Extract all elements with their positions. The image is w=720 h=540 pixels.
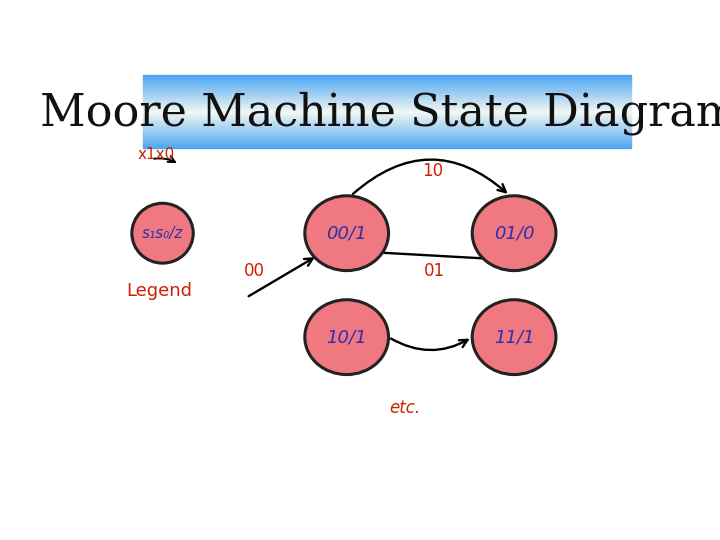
Bar — [143, 129, 631, 130]
Bar — [143, 130, 631, 131]
Bar — [143, 92, 631, 93]
Bar — [143, 139, 631, 141]
Bar — [143, 107, 631, 108]
Bar — [143, 80, 631, 81]
Bar — [143, 91, 631, 92]
Bar — [143, 126, 631, 127]
Text: s₁s₀/z: s₁s₀/z — [142, 226, 183, 241]
Bar — [143, 98, 631, 99]
Bar — [143, 109, 631, 110]
Bar — [143, 136, 631, 137]
Bar — [143, 78, 631, 79]
FancyArrowPatch shape — [370, 252, 496, 262]
Bar — [143, 115, 631, 117]
Bar — [143, 127, 631, 129]
Bar — [143, 99, 631, 100]
Bar — [143, 141, 631, 142]
Bar — [143, 110, 631, 112]
Text: 00: 00 — [244, 261, 265, 280]
Bar — [143, 117, 631, 118]
Bar — [143, 132, 631, 133]
Ellipse shape — [472, 300, 556, 375]
Text: 11/1: 11/1 — [494, 328, 534, 346]
Text: etc.: etc. — [390, 399, 420, 417]
Bar — [143, 87, 631, 89]
Bar — [143, 103, 631, 104]
Text: 10/1: 10/1 — [326, 328, 367, 346]
Bar — [143, 138, 631, 139]
Bar — [143, 84, 631, 85]
Bar — [143, 124, 631, 125]
Text: 01/0: 01/0 — [494, 224, 534, 242]
Ellipse shape — [305, 300, 389, 375]
Bar — [143, 137, 631, 138]
Bar — [143, 120, 631, 122]
Bar — [143, 142, 631, 143]
Bar — [143, 89, 631, 90]
Ellipse shape — [305, 196, 389, 271]
FancyArrowPatch shape — [154, 156, 175, 162]
Bar — [143, 133, 631, 134]
Bar — [143, 134, 631, 136]
Bar — [143, 131, 631, 132]
Bar — [143, 108, 631, 109]
Bar — [143, 75, 631, 76]
Text: Legend: Legend — [126, 282, 192, 300]
Text: 10: 10 — [423, 162, 444, 180]
Bar — [143, 113, 631, 114]
Bar — [143, 83, 631, 84]
Text: x1x0: x1x0 — [138, 147, 175, 161]
Bar — [143, 114, 631, 115]
Bar — [143, 81, 631, 83]
Bar — [143, 97, 631, 98]
Bar — [143, 96, 631, 97]
Bar — [143, 79, 631, 80]
Bar — [143, 144, 631, 146]
Text: 00/1: 00/1 — [326, 224, 367, 242]
Ellipse shape — [472, 196, 556, 271]
Bar — [143, 143, 631, 144]
Bar — [143, 118, 631, 119]
Bar — [143, 112, 631, 113]
FancyArrowPatch shape — [391, 339, 467, 350]
Text: Moore Machine State Diagram: Moore Machine State Diagram — [40, 91, 720, 135]
Bar — [143, 105, 631, 107]
Bar — [143, 102, 631, 103]
FancyArrowPatch shape — [248, 259, 312, 296]
Bar — [143, 90, 631, 91]
Ellipse shape — [132, 203, 193, 263]
FancyArrowPatch shape — [314, 217, 336, 249]
FancyArrowPatch shape — [139, 221, 156, 246]
Bar — [143, 93, 631, 94]
Bar — [143, 123, 631, 124]
Bar — [143, 86, 631, 87]
Bar — [143, 122, 631, 123]
FancyArrowPatch shape — [353, 159, 506, 194]
Bar — [143, 85, 631, 86]
Bar — [143, 76, 631, 78]
Bar — [143, 94, 631, 96]
Bar — [143, 119, 631, 120]
Bar — [143, 125, 631, 126]
Bar — [143, 147, 631, 148]
Bar — [143, 100, 631, 102]
Bar — [143, 104, 631, 105]
Bar — [143, 146, 631, 147]
Text: 01: 01 — [424, 261, 445, 280]
